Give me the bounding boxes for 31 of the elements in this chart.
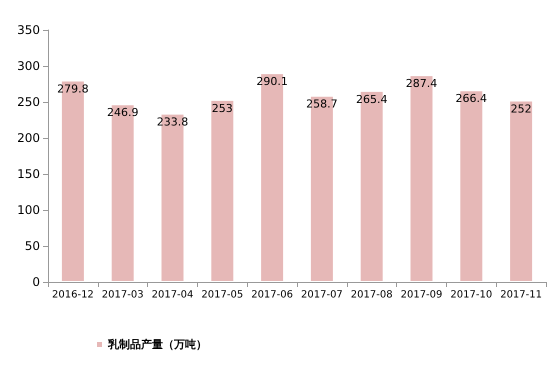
bar	[509, 100, 534, 282]
bar	[210, 100, 234, 282]
data-label: 258.7	[306, 98, 338, 111]
data-label: 266.4	[456, 92, 488, 106]
x-tick-label: 2016-12	[52, 290, 94, 300]
x-tick-label: 2017-04	[152, 290, 194, 300]
x-tick-label: 2017-10	[450, 290, 492, 300]
x-tick-label: 2017-03	[102, 290, 144, 300]
y-tick-label: 100	[17, 203, 40, 217]
y-tick-label: 0	[32, 275, 40, 289]
legend-label: 乳制品产量（万吨）	[107, 338, 207, 351]
y-tick-label: 250	[17, 95, 40, 109]
y-tick-label: 200	[17, 131, 40, 145]
y-tick-label: 300	[17, 59, 40, 73]
data-label: 233.8	[156, 116, 188, 129]
y-tick-label: 50	[24, 239, 40, 253]
x-tick-label: 2017-11	[500, 290, 542, 300]
x-tick-label: 2017-07	[301, 290, 343, 300]
y-tick-label: 350	[17, 23, 40, 37]
data-label: 246.9	[106, 106, 138, 120]
data-label: 265.4	[356, 92, 388, 106]
x-tick-label: 2017-09	[400, 290, 442, 300]
data-label: 253	[212, 102, 233, 115]
data-label: 290.1	[256, 75, 288, 88]
y-tick-label: 150	[17, 167, 40, 181]
data-label: 279.8	[57, 82, 89, 96]
x-tick-label: 2017-06	[251, 290, 293, 300]
x-tick-label: 2017-08	[350, 290, 393, 300]
data-label: 287.4	[406, 77, 438, 90]
x-tick-label: 2017-05	[201, 290, 244, 300]
data-label: 252	[510, 102, 532, 116]
